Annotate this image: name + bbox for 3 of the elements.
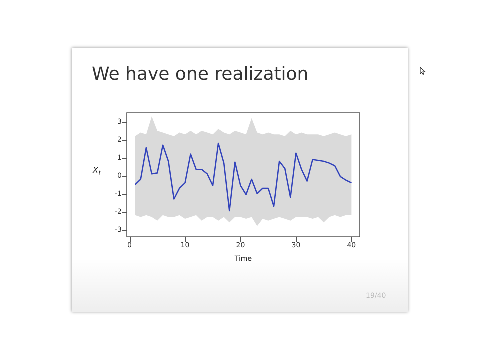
chart-title: We have one realization <box>92 64 309 85</box>
y-axis-title: X$_{t}$ <box>93 166 102 178</box>
line-series <box>134 142 352 212</box>
